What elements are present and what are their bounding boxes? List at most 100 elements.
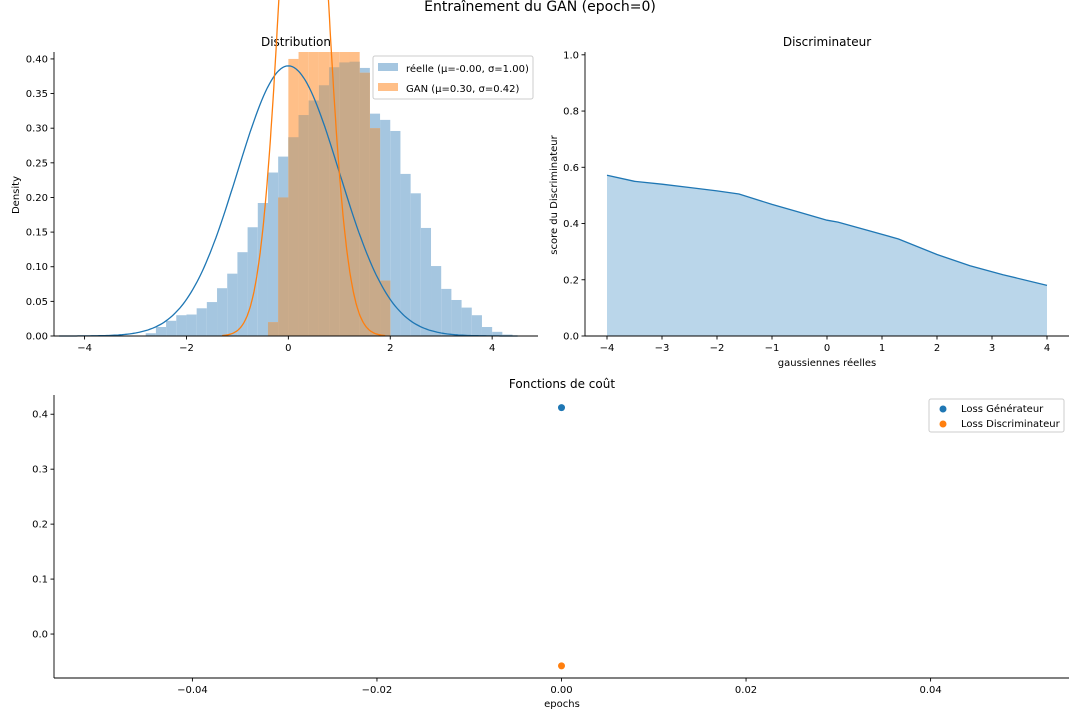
real-bar bbox=[420, 227, 432, 336]
real-bar bbox=[217, 288, 228, 336]
overlap-bar bbox=[369, 128, 381, 336]
overlap-bar bbox=[318, 85, 330, 336]
distribution-y-label: Density bbox=[11, 176, 22, 214]
dist-y-tick-label: 0.30 bbox=[26, 124, 48, 135]
legend-label-generator: Loss Générateur bbox=[961, 403, 1044, 415]
disc-x-tick-label: 4 bbox=[1044, 343, 1050, 354]
loss-x-ticks: −0.04 −0.02 0.00 0.02 0.04 bbox=[177, 678, 942, 696]
disc-x-tick-label: 0 bbox=[824, 343, 830, 354]
generator-loss-point bbox=[558, 404, 565, 412]
dist-y-tick-label: 0.10 bbox=[26, 262, 48, 273]
real-bar bbox=[471, 315, 482, 336]
discriminator-y-label: score du Discriminateur bbox=[549, 134, 560, 254]
loss-x-tick-label: 0.02 bbox=[735, 685, 757, 696]
real-bar bbox=[196, 308, 207, 336]
real-bar bbox=[257, 203, 268, 336]
gan-kde-line bbox=[222, 0, 386, 337]
real-bar bbox=[186, 314, 197, 336]
overlap-bar bbox=[380, 280, 391, 336]
disc-x-tick-label: 3 bbox=[989, 343, 995, 354]
distribution-x-ticks: −4 −2 0 2 4 bbox=[77, 336, 495, 354]
real-bar bbox=[267, 172, 279, 336]
real-bar bbox=[145, 333, 156, 336]
discriminator-y-ticks: 0.0 0.2 0.4 0.6 0.8 1.0 bbox=[563, 50, 585, 343]
loss-y-ticks: 0.0 0.1 0.2 0.3 0.4 bbox=[32, 410, 54, 641]
legend-label-discriminator: Loss Discriminateur bbox=[961, 419, 1061, 430]
overlap-bar bbox=[298, 115, 309, 336]
legend-swatch-real bbox=[378, 63, 398, 71]
discriminator-x-ticks: −4 −3 −2 −1 0 1 2 3 4 bbox=[600, 336, 1050, 354]
discriminator-chart: Discriminateur −4 −3 −2 −1 0 1 2 3 4 0.00.20.40.… bbox=[549, 35, 1069, 369]
real-bar bbox=[390, 130, 401, 336]
disc-x-tick-label: −4 bbox=[600, 343, 615, 354]
loss-y-tick-label: 0.4 bbox=[32, 410, 48, 421]
loss-y-tick-label: 0.3 bbox=[32, 465, 48, 476]
overlap-bar bbox=[329, 67, 340, 337]
dist-x-tick-label: −4 bbox=[77, 343, 92, 354]
dist-y-tick-label: 0.05 bbox=[26, 297, 48, 308]
real-bar bbox=[431, 266, 442, 336]
overlap-bar bbox=[339, 62, 350, 336]
distribution-chart: Distribution −4 −2 0 2 4 0.00 0.05 0.10 0.15 0.2… bbox=[11, 0, 538, 354]
real-bar bbox=[237, 252, 248, 336]
loss-chart: Fonctions de coût −0.04 −0.02 0.00 0.02 0.04… bbox=[32, 377, 1069, 710]
real-bar bbox=[176, 315, 187, 336]
legend-marker-discriminator bbox=[939, 420, 947, 428]
dist-x-tick-label: 0 bbox=[285, 343, 291, 354]
disc-x-tick-label: −1 bbox=[765, 343, 780, 354]
distribution-legend-box bbox=[372, 55, 534, 100]
loss-y-tick-label: 0.2 bbox=[32, 520, 48, 531]
real-bar bbox=[166, 320, 177, 336]
legend-marker-generator bbox=[939, 405, 947, 413]
dist-y-tick-label: 0.20 bbox=[26, 193, 48, 204]
dist-y-tick-label: 0.35 bbox=[26, 89, 48, 100]
real-bar bbox=[481, 326, 493, 336]
discriminator-title: Discriminateur bbox=[783, 35, 871, 49]
real-bar bbox=[410, 193, 421, 336]
figure-suptitle: Entraînement du GAN (epoch=0) bbox=[424, 0, 656, 15]
loss-title: Fonctions de coût bbox=[509, 377, 615, 391]
dist-x-tick-label: 2 bbox=[387, 343, 393, 354]
dist-y-tick-label: 0.00 bbox=[26, 332, 48, 343]
discriminator-area bbox=[607, 175, 1047, 336]
real-bar bbox=[227, 273, 238, 336]
loss-legend-box bbox=[928, 398, 1065, 433]
real-bar bbox=[400, 173, 411, 336]
loss-y-tick-label: 0.1 bbox=[32, 575, 48, 586]
discriminator-line bbox=[606, 174, 1048, 287]
loss-legend: Loss Générateur Loss Discriminateur bbox=[928, 398, 1065, 433]
disc-y-tick-label: 0.2 bbox=[563, 275, 579, 286]
real-kde-line bbox=[59, 65, 518, 337]
overlap-bar bbox=[349, 61, 360, 336]
loss-x-tick-label: −0.04 bbox=[177, 685, 208, 696]
distribution-title: Distribution bbox=[261, 35, 331, 49]
real-bar bbox=[380, 119, 391, 336]
dist-y-tick-label: 0.15 bbox=[26, 228, 48, 239]
disc-y-tick-label: 0.0 bbox=[563, 332, 579, 343]
overlap-bar bbox=[267, 322, 279, 336]
loss-x-tick-label: 0.00 bbox=[550, 685, 572, 696]
loss-y-tick-label: 0.0 bbox=[32, 630, 48, 641]
dist-y-tick-label: 0.40 bbox=[26, 54, 48, 65]
distribution-y-ticks: 0.00 0.05 0.10 0.15 0.20 0.25 0.30 0.35 0.40 bbox=[26, 54, 54, 343]
legend-label-gan: GAN (μ=0.30, σ=0.42) bbox=[406, 84, 519, 95]
real-bar bbox=[441, 288, 452, 336]
dist-y-tick-label: 0.25 bbox=[26, 158, 48, 169]
discriminator-loss-point bbox=[558, 662, 565, 670]
dist-x-tick-label: −2 bbox=[179, 343, 194, 354]
real-bar bbox=[247, 227, 258, 336]
disc-y-tick-label: 0.6 bbox=[563, 163, 579, 174]
overlap-histogram bbox=[267, 61, 391, 337]
disc-y-tick-label: 0.8 bbox=[563, 107, 579, 118]
real-bar bbox=[502, 334, 513, 336]
loss-x-tick-label: 0.04 bbox=[919, 685, 941, 696]
legend-swatch-gan bbox=[378, 83, 398, 91]
legend-label-real: réelle (μ=-0.00, σ=1.00) bbox=[406, 63, 529, 75]
dist-x-tick-label: 4 bbox=[489, 343, 495, 354]
real-bar bbox=[155, 326, 167, 336]
real-bar bbox=[492, 331, 503, 336]
overlap-bar bbox=[288, 137, 299, 336]
disc-y-tick-label: 0.4 bbox=[563, 219, 579, 230]
disc-x-tick-label: −3 bbox=[655, 343, 670, 354]
